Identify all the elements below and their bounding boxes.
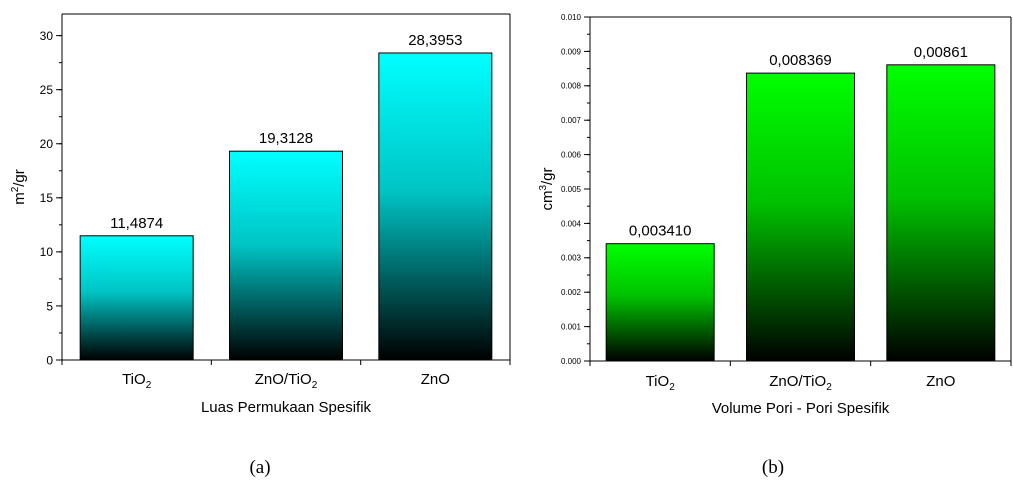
- x-tick-label-0: TiO2: [122, 371, 152, 391]
- x-tick-label-2: ZnO: [926, 373, 955, 390]
- caption-b: (b): [762, 457, 784, 478]
- data-label-1: 0,008369: [769, 52, 832, 69]
- x-tick-label-0: TiO2: [646, 373, 676, 393]
- y-tick-label: 20: [40, 137, 54, 151]
- x-tick-label-1: ZnO/TiO2: [769, 373, 832, 393]
- chart-pore-volume: 0,003410 0,008369 0,00861 0.000 0.001 0.002 0.…: [538, 13, 1012, 417]
- bar-2: [886, 64, 996, 362]
- x-tick-label-2: ZnO: [421, 371, 450, 388]
- y-axis-label: cm3/gr: [538, 167, 556, 210]
- bar-0: [79, 235, 194, 361]
- y-tick-label: 0: [46, 353, 53, 367]
- y-tick-label: 0.007: [561, 116, 582, 125]
- y-tick-label: 0.005: [561, 185, 582, 194]
- y-tick-label: 30: [40, 29, 54, 43]
- y-axis-label: m2/gr: [10, 169, 28, 205]
- bar-1: [746, 72, 855, 362]
- data-label-2: 28,3953: [408, 32, 462, 49]
- y-tick-label: 0.004: [561, 219, 582, 228]
- bar-1: [229, 150, 343, 361]
- y-tick-label: 0.010: [561, 13, 582, 22]
- x-axis-label: Volume Pori - Pori Spesifik: [712, 400, 890, 417]
- y-tick-label: 15: [40, 191, 54, 205]
- caption-a: (a): [249, 457, 270, 478]
- data-label-2: 0,00861: [914, 44, 968, 61]
- data-label-0: 0,003410: [629, 223, 692, 240]
- bar-2: [378, 52, 493, 361]
- data-label-1: 19,3128: [259, 130, 313, 147]
- y-tick-label: 0.003: [561, 254, 582, 263]
- chart-surface-area: 11,4874 19,3128 28,3953 0 5 10 15 20 25 30 TiO2 ZnO…: [10, 13, 511, 416]
- y-tick-label: 5: [46, 299, 53, 313]
- data-label-0: 11,4874: [110, 215, 163, 232]
- y-tick-label: 0.001: [561, 322, 582, 331]
- y-tick-label: 10: [40, 245, 54, 259]
- y-tick-label: 25: [40, 83, 54, 97]
- y-tick-label: 0.008: [561, 82, 582, 91]
- x-axis-label: Luas Permukaan Spesifik: [201, 399, 372, 416]
- y-tick-label: 0.000: [561, 357, 582, 366]
- bar-0: [605, 243, 715, 362]
- y-tick-label: 0.009: [561, 47, 582, 56]
- y-tick-label: 0.002: [561, 288, 582, 297]
- x-tick-label-1: ZnO/TiO2: [255, 371, 318, 391]
- y-tick-label: 0.006: [561, 150, 582, 159]
